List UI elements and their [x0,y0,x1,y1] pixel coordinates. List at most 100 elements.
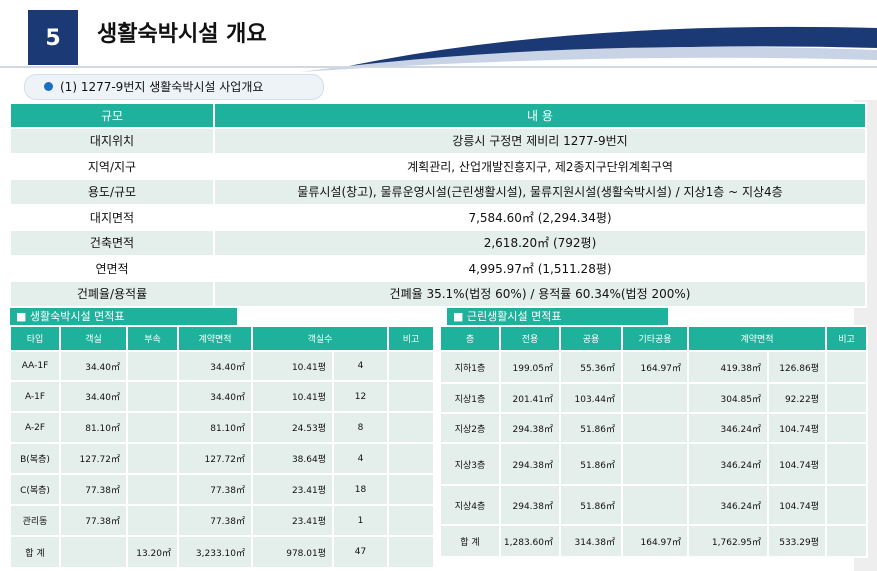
cell: 4 [332,442,389,475]
cell: 77.38㎡ [177,473,253,506]
cell [387,380,435,413]
header-cell: 계약면적 [177,325,253,352]
cell: 23.41평 [251,473,334,506]
cell: 81.10㎡ [59,411,128,444]
page-title: 생활숙박시설 개요 [97,22,267,47]
cell [387,504,435,537]
header-cell: 공용 [559,325,623,352]
cell [825,524,868,558]
cell: 47 [332,535,389,569]
cell [825,350,868,384]
cell: 51.86㎡ [559,412,623,444]
cell: 51.86㎡ [559,442,623,486]
cell: 8 [332,411,389,444]
row: 건축면적 2,618.20㎡ (792평) [9,229,867,257]
cell: C(복층) [9,473,61,506]
row: 지상3층 294.38㎡ 51.86㎡ 346.24㎡ 104.74평 [439,442,868,486]
row: A-1F 34.40㎡ 34.40㎡ 10.41평 12 [9,380,435,413]
row: A-2F 81.10㎡ 81.10㎡ 24.53평 8 [9,411,435,444]
cell: 12 [332,380,389,413]
cell: 지상1층 [439,382,501,414]
cell: 314.38㎡ [559,524,623,558]
cell [621,382,689,414]
header-cell: 기타공용 [621,325,689,352]
header-decoration [0,26,877,72]
overview-table: 규모 내 용 대지위치 강릉시 구정면 제비리 1277-9번지 지역/지구 계획관리, … [9,102,867,308]
section-number: 5 [28,10,78,65]
section-pill [24,74,324,100]
cell: 합 계 [9,535,61,569]
row: AA-1F 34.40㎡ 34.40㎡ 10.41평 4 [9,350,435,382]
cell: 103.44㎡ [559,382,623,414]
cell: 1 [332,504,389,537]
cell: 104.74평 [767,412,827,444]
cell: 지역/지구 [9,152,215,180]
cell: 294.38㎡ [499,412,561,444]
cell: 92.22평 [767,382,827,414]
cell: 강릉시 구정면 제비리 1277-9번지 [213,127,867,155]
cell [621,484,689,526]
cell: 201.41㎡ [499,382,561,414]
cell: 34.40㎡ [59,350,128,382]
section-title: (1) 1277-9번지 생활숙박시설 사업개요 [60,80,264,94]
cell: A-2F [9,411,61,444]
cell: 533.29평 [767,524,827,558]
cell [59,535,128,569]
cell: 관리동 [9,504,61,537]
row: 지상2층 294.38㎡ 51.86㎡ 346.24㎡ 104.74평 [439,412,868,444]
cell: 294.38㎡ [499,484,561,526]
header-cell: 내 용 [213,102,867,129]
cell: 104.74평 [767,484,827,526]
cell: 24.53평 [251,411,334,444]
cell [126,504,179,537]
cell [621,442,689,486]
cell: 346.24㎡ [687,442,769,486]
row: 지역/지구 계획관리, 산업개발진흥지구, 제2종지구단위계획구역 [9,152,867,180]
cell: 지하1층 [439,350,501,384]
cell [825,442,868,486]
header-cell: 부속 [126,325,179,352]
row: 지상4층 294.38㎡ 51.86㎡ 346.24㎡ 104.74평 [439,484,868,526]
row: 대지위치 강릉시 구정면 제비리 1277-9번지 [9,127,867,155]
row: 용도/규모 물류시설(창고), 물류운영시설(근린생활시설), 물류지원시설(생활… [9,178,867,206]
cell: 7,584.60㎡ (2,294.34평) [213,203,867,231]
cell [387,411,435,444]
cell: 4 [332,350,389,382]
row: 합 계 13.20㎡ 3,233.10㎡ 978.01평 47 [9,535,435,569]
cell: 계획관리, 산업개발진흥지구, 제2종지구단위계획구역 [213,152,867,180]
table-title: ■ 생활숙박시설 면적표 [10,308,237,326]
cell: 978.01평 [251,535,334,569]
cell: 4,995.97㎡ (1,511.28평) [213,254,867,282]
row: C(복층) 77.38㎡ 77.38㎡ 23.41평 18 [9,473,435,506]
cell: 2,618.20㎡ (792평) [213,229,867,257]
cell: 127.72㎡ [177,442,253,475]
cell: 77.38㎡ [59,504,128,537]
cell: 23.41평 [251,504,334,537]
row: 관리동 77.38㎡ 77.38㎡ 23.41평 1 [9,504,435,537]
header-row: 타입 객실 부속 계약면적 객실수 비고 [9,325,435,352]
cell: 346.24㎡ [687,412,769,444]
cell: 55.36㎡ [559,350,623,384]
cell: 38.64평 [251,442,334,475]
cell [825,382,868,414]
row: 지하1층 199.05㎡ 55.36㎡ 164.97㎡ 419.38㎡ 126.86평 [439,350,868,384]
row: 연면적 4,995.97㎡ (1,511.28평) [9,254,867,282]
cell: 건폐율/용적률 [9,280,215,308]
cell: 51.86㎡ [559,484,623,526]
cell [387,350,435,382]
cell: 34.40㎡ [59,380,128,413]
cell [126,380,179,413]
cell: 연면적 [9,254,215,282]
cell: 164.97㎡ [621,350,689,384]
cell: 77.38㎡ [177,504,253,537]
cell: 지상2층 [439,412,501,444]
row: 건폐율/용적률 건폐율 35.1%(법정 60%) / 용적률 60.34%(법정… [9,280,867,308]
lodging-table: 타입 객실 부속 계약면적 객실수 비고 AA-1F 34.40㎡ 34.40㎡ 10.41평 4 A… [9,325,435,569]
cell [387,473,435,506]
cell: 지상3층 [439,442,501,486]
cell: 물류시설(창고), 물류운영시설(근린생활시설), 물류지원시설(생활숙박시설)… [213,178,867,206]
bullet [44,82,53,91]
row: B(복층) 127.72㎡ 127.72㎡ 38.64평 4 [9,442,435,475]
cell [825,412,868,444]
